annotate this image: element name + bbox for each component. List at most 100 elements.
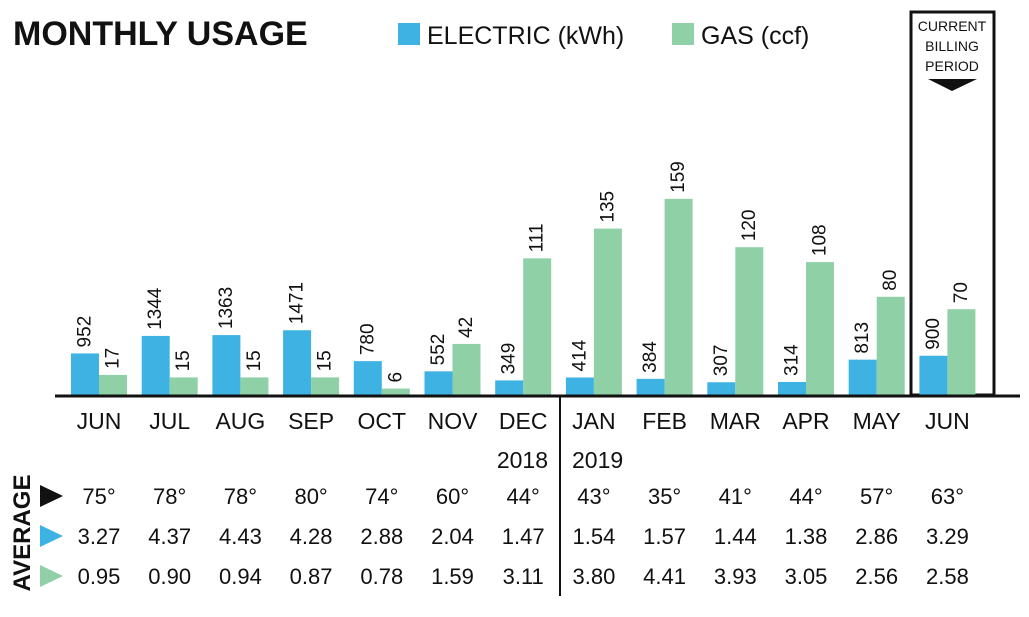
- legend-electric-swatch: [398, 23, 420, 45]
- month-tick-label: OCT: [358, 408, 407, 434]
- gas-bar: [240, 377, 269, 396]
- gas-bar: [806, 262, 834, 396]
- electric-bar: [212, 335, 241, 396]
- gas-value-label: 17: [103, 348, 124, 369]
- electric-bar: [707, 382, 736, 396]
- gas-average-value: 0.90: [148, 564, 191, 589]
- electric-bar: [424, 371, 453, 396]
- electric-average-value: 4.28: [290, 524, 333, 549]
- electric-bar: [565, 377, 594, 396]
- temperature-average-value: 43°: [577, 484, 610, 509]
- month-tick-label: MAR: [710, 408, 761, 434]
- month-tick-label: JAN: [572, 408, 615, 434]
- electric-average-value: 1.47: [502, 524, 545, 549]
- electric-bar: [636, 378, 665, 396]
- electric-bar: [353, 361, 382, 396]
- electric-value-label: 384: [640, 341, 661, 373]
- electric-average-value: 4.37: [148, 524, 191, 549]
- gas-bar: [452, 343, 481, 396]
- temperature-average-value: 75°: [82, 484, 115, 509]
- electric-average-value: 2.86: [855, 524, 898, 549]
- month-labels: JUN JUL AUG SEP OCT NOV DEC JAN FEB MAR APR MAY JUN: [77, 408, 970, 434]
- gas-average-value: 4.41: [643, 564, 686, 589]
- temperature-average-value: 78°: [224, 484, 257, 509]
- gas-average-value: 0.78: [360, 564, 403, 589]
- temperature-average-value: 74°: [365, 484, 398, 509]
- gas-value-label: 111: [527, 223, 548, 252]
- temperature-average-value: 63°: [931, 484, 964, 509]
- current-period-line-2: BILLING: [925, 38, 979, 54]
- electric-average-marker-icon: [40, 525, 63, 547]
- electric-bar: [778, 381, 806, 396]
- electric-average-value: 2.88: [360, 524, 403, 549]
- electric-value-label: 952: [75, 316, 96, 348]
- electric-bar: [141, 335, 170, 396]
- electric-value-label: 1344: [145, 287, 166, 330]
- gas-average-marker-icon: [40, 565, 63, 587]
- electric-average-value: 1.44: [714, 524, 757, 549]
- electric-value-label: 900: [923, 318, 944, 350]
- average-label: AVERAGE: [9, 475, 36, 592]
- month-tick-label: AUG: [215, 408, 265, 434]
- temperature-average-value: 41°: [719, 484, 752, 509]
- gas-bar: [593, 228, 622, 396]
- temperature-average-value: 60°: [436, 484, 469, 509]
- electric-value-label: 349: [499, 343, 520, 375]
- electric-average-value: 1.38: [785, 524, 828, 549]
- electric-bar: [919, 355, 948, 396]
- gas-value-label: 15: [244, 350, 265, 371]
- gas-bar: [523, 258, 552, 396]
- gas-value-label: 135: [597, 191, 618, 223]
- gas-average-value: 0.95: [78, 564, 121, 589]
- electric-average-value: 1.57: [643, 524, 686, 549]
- gas-average-value: 3.93: [714, 564, 757, 589]
- month-tick-label: MAY: [853, 408, 901, 434]
- month-tick-label: JUN: [925, 408, 970, 434]
- temperature-average-value: 44°: [789, 484, 822, 509]
- gas-bar: [664, 198, 693, 396]
- electric-value-label: 813: [852, 322, 873, 354]
- electric-value-label: 314: [782, 344, 803, 376]
- gas-value-label: 15: [173, 350, 194, 371]
- gas-average-value: 1.59: [431, 564, 474, 589]
- electric-bar: [495, 380, 524, 396]
- legend-gas-swatch: [672, 23, 694, 45]
- electric-value-label: 307: [711, 345, 732, 377]
- gas-average-value: 3.11: [503, 564, 544, 589]
- electric-value-label: 780: [357, 323, 378, 355]
- month-tick-label: APR: [782, 408, 829, 434]
- month-tick-label: DEC: [499, 408, 548, 434]
- month-tick-label: FEB: [642, 408, 687, 434]
- electric-average-value: 1.54: [572, 524, 615, 549]
- gas-value-label: 70: [951, 282, 972, 303]
- electric-value-label: 1471: [287, 282, 308, 324]
- gas-value-label: 120: [739, 209, 760, 241]
- month-tick-label: SEP: [288, 408, 334, 434]
- electric-value-label: 414: [569, 339, 590, 371]
- gas-average-value: 3.80: [572, 564, 615, 589]
- month-tick-label: JUL: [149, 408, 190, 434]
- gas-value-label: 6: [385, 372, 406, 383]
- legend-electric-label: ELECTRIC (kWh): [427, 22, 624, 50]
- electric-value-label: 1363: [216, 287, 237, 329]
- current-period-line-3: PERIOD: [925, 58, 979, 74]
- gas-bar: [735, 247, 764, 396]
- year-label-2018: 2018: [497, 447, 548, 473]
- gas-bar: [876, 296, 905, 396]
- temperature-average-value: 78°: [153, 484, 186, 509]
- bars-layer: 952 17 1344 15 1363 15 1471 15 780 6 552 42 349 111 41…: [71, 161, 976, 396]
- temperature-marker-icon: [40, 485, 63, 507]
- gas-value-label: 15: [315, 350, 336, 371]
- electric-average-value: 3.29: [926, 524, 969, 549]
- chart-title: MONTHLY USAGE: [13, 15, 308, 53]
- electric-average-value: 3.27: [78, 524, 121, 549]
- gas-average-value: 2.58: [926, 564, 969, 589]
- gas-bar: [947, 309, 976, 396]
- current-period-line-1: CURRENT: [918, 18, 987, 34]
- electric-bar: [848, 359, 877, 396]
- temperature-average-value: 44°: [507, 484, 540, 509]
- gas-value-label: 108: [810, 224, 831, 256]
- gas-bar: [99, 374, 127, 396]
- gas-bar: [311, 377, 340, 396]
